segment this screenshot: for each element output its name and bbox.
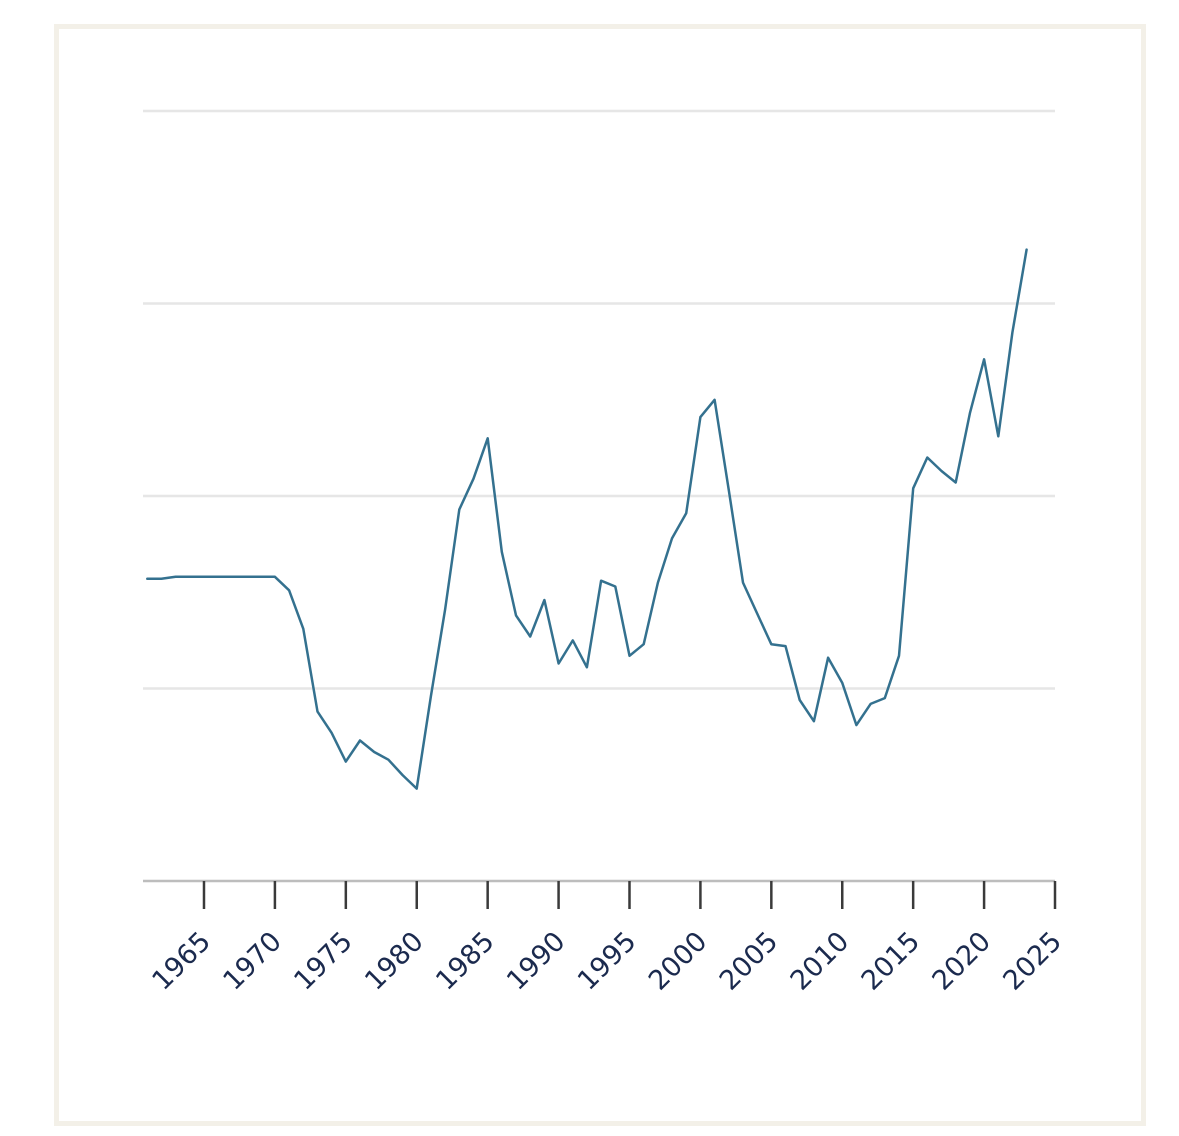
x-axis-tick-labels: 1965 1970 1975 1980 1985 1990 1995 2000 2005 2010… — [146, 926, 1068, 997]
x-tick-label: 1995 — [572, 926, 643, 997]
x-tick-label: 2015 — [856, 926, 927, 997]
series-line — [146, 248, 1028, 790]
chart-frame — [54, 24, 1146, 1126]
x-axis-ticks — [202, 881, 1057, 909]
x-tick-label: 1965 — [146, 926, 217, 997]
x-tick-label: 2025 — [997, 926, 1068, 997]
x-tick-label: 1975 — [288, 926, 359, 997]
x-tick-label: 2010 — [785, 926, 856, 997]
x-tick-label: 2005 — [714, 926, 785, 997]
x-tick-label: 1980 — [359, 926, 430, 997]
x-tick-label: 1985 — [430, 926, 501, 997]
x-tick-label: 1970 — [217, 926, 288, 997]
grid-lines — [143, 109, 1055, 690]
x-tick-label: 2000 — [643, 926, 714, 997]
series-group — [146, 248, 1028, 790]
x-tick-label: 2020 — [927, 926, 998, 997]
x-tick-label: 1990 — [501, 926, 572, 997]
